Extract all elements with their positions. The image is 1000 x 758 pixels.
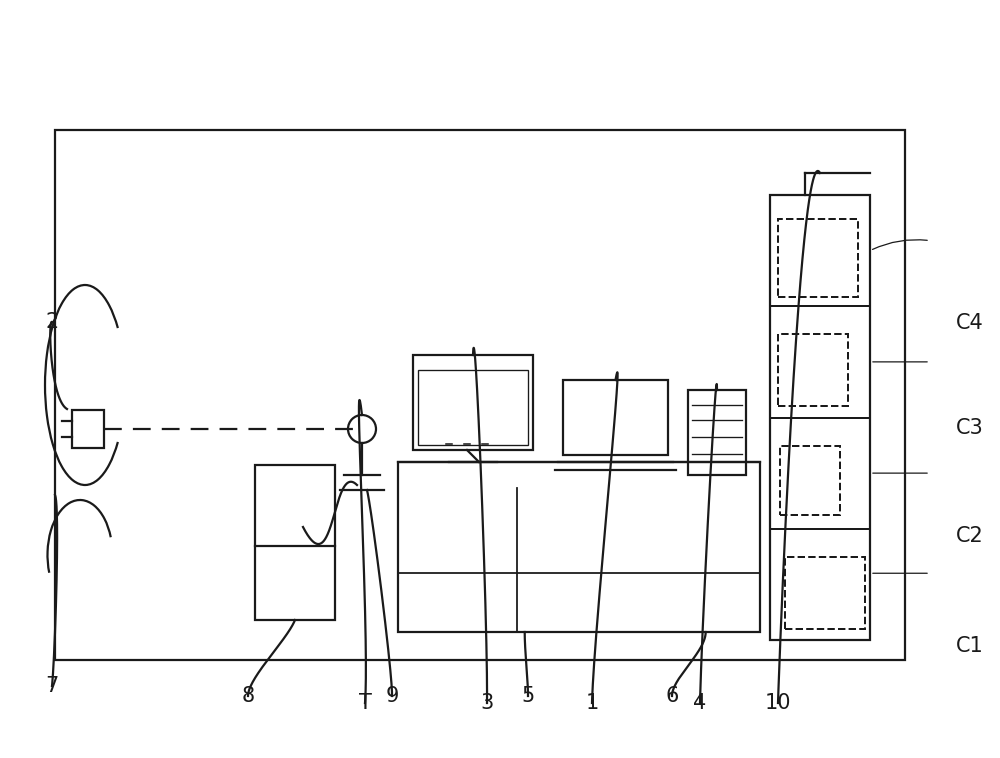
Text: C3: C3 [956,418,984,438]
Text: 2: 2 [45,312,59,332]
Text: 8: 8 [241,686,255,706]
Text: 9: 9 [385,686,399,706]
Bar [72,410,104,448]
Bar [418,370,528,445]
Text: 5: 5 [521,686,535,706]
Bar [563,380,668,455]
Bar [413,355,533,450]
Bar [770,195,870,640]
Text: 7: 7 [45,676,59,696]
Text: 6: 6 [665,686,679,706]
Text: T: T [359,693,371,713]
Text: 3: 3 [480,693,494,713]
Bar [255,465,335,620]
Text: C2: C2 [956,526,984,546]
Bar [398,462,760,632]
Bar [688,390,746,475]
Bar [55,130,905,660]
Text: C1: C1 [956,636,984,656]
Text: 1: 1 [585,693,599,713]
Text: 10: 10 [765,693,791,713]
Text: C4: C4 [956,313,984,333]
Text: 4: 4 [693,693,707,713]
